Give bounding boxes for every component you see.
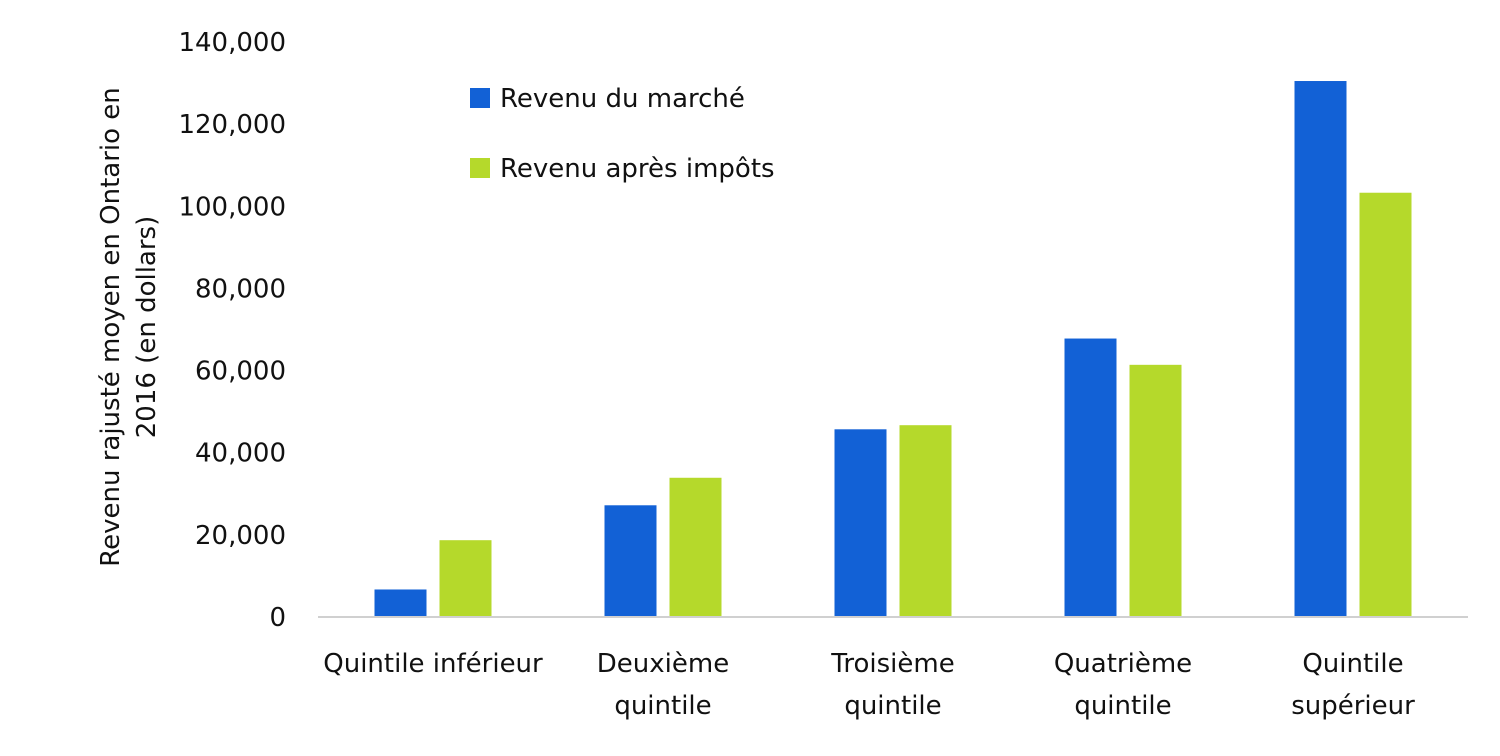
bar-market-4 [1064, 338, 1117, 617]
y-tick-label: 20,000 [195, 521, 286, 551]
bar-market-1 [374, 589, 427, 617]
y-axis-title: Revenu rajusté moyen en Ontario en 2016 (… [96, 87, 162, 567]
legend-label: Revenu du marché [500, 84, 745, 114]
x-category-label: Troisième quintile [830, 649, 954, 721]
y-tick-label: 60,000 [195, 357, 286, 387]
x-category-label-line: quintile [844, 691, 941, 721]
legend-label: Revenu après impôts [500, 154, 775, 184]
x-category-label-line: Deuxième [597, 649, 729, 679]
legend-swatch [470, 158, 490, 178]
y-axis-title-text: Revenu rajusté moyen en Ontario en 2016 (… [96, 87, 162, 567]
legend-swatch [470, 88, 490, 108]
x-category-label-line: Quatrième [1054, 649, 1192, 679]
x-category-label: Quintile supérieur [1291, 649, 1415, 721]
y-axis-ticks: 0 20,000 40,000 60,000 80,000 100,000 120,000 1… [178, 28, 286, 633]
x-category-label-line: quintile [614, 691, 711, 721]
x-axis-labels: Quintile inférieur Deuxième quintileTroisi… [323, 649, 1415, 721]
y-tick-label: 80,000 [195, 274, 286, 304]
bar-market-5 [1294, 81, 1347, 617]
x-category-label-line: Quintile [1302, 649, 1403, 679]
x-category-label-line: Quintile inférieur [323, 649, 543, 679]
bar-after-tax-4 [1129, 364, 1182, 617]
x-category-label-line: supérieur [1291, 691, 1415, 721]
y-tick-label: 0 [269, 603, 286, 633]
y-tick-label: 40,000 [195, 439, 286, 469]
bars [374, 81, 1412, 617]
x-category-label: Quatrième quintile [1054, 649, 1192, 721]
x-category-label-line: Troisième [830, 649, 954, 679]
bar-after-tax-5 [1359, 192, 1412, 617]
bar-after-tax-3 [899, 425, 952, 617]
bar-after-tax-1 [439, 540, 492, 617]
y-tick-label: 120,000 [178, 110, 286, 140]
y-axis-title-line: Revenu rajusté moyen en Ontario en [96, 87, 126, 567]
y-tick-label: 140,000 [178, 28, 286, 58]
y-tick-label: 100,000 [178, 192, 286, 222]
x-category-label-line: quintile [1074, 691, 1171, 721]
y-axis-title-line: 2016 (en dollars) [132, 216, 162, 439]
x-category-label: Quintile inférieur [323, 649, 543, 679]
bar-market-3 [834, 429, 887, 617]
bar-market-2 [604, 505, 657, 617]
x-category-label: Deuxième quintile [597, 649, 729, 721]
bar-after-tax-2 [669, 477, 722, 617]
legend: Revenu du marché Revenu après impôts [470, 84, 775, 184]
